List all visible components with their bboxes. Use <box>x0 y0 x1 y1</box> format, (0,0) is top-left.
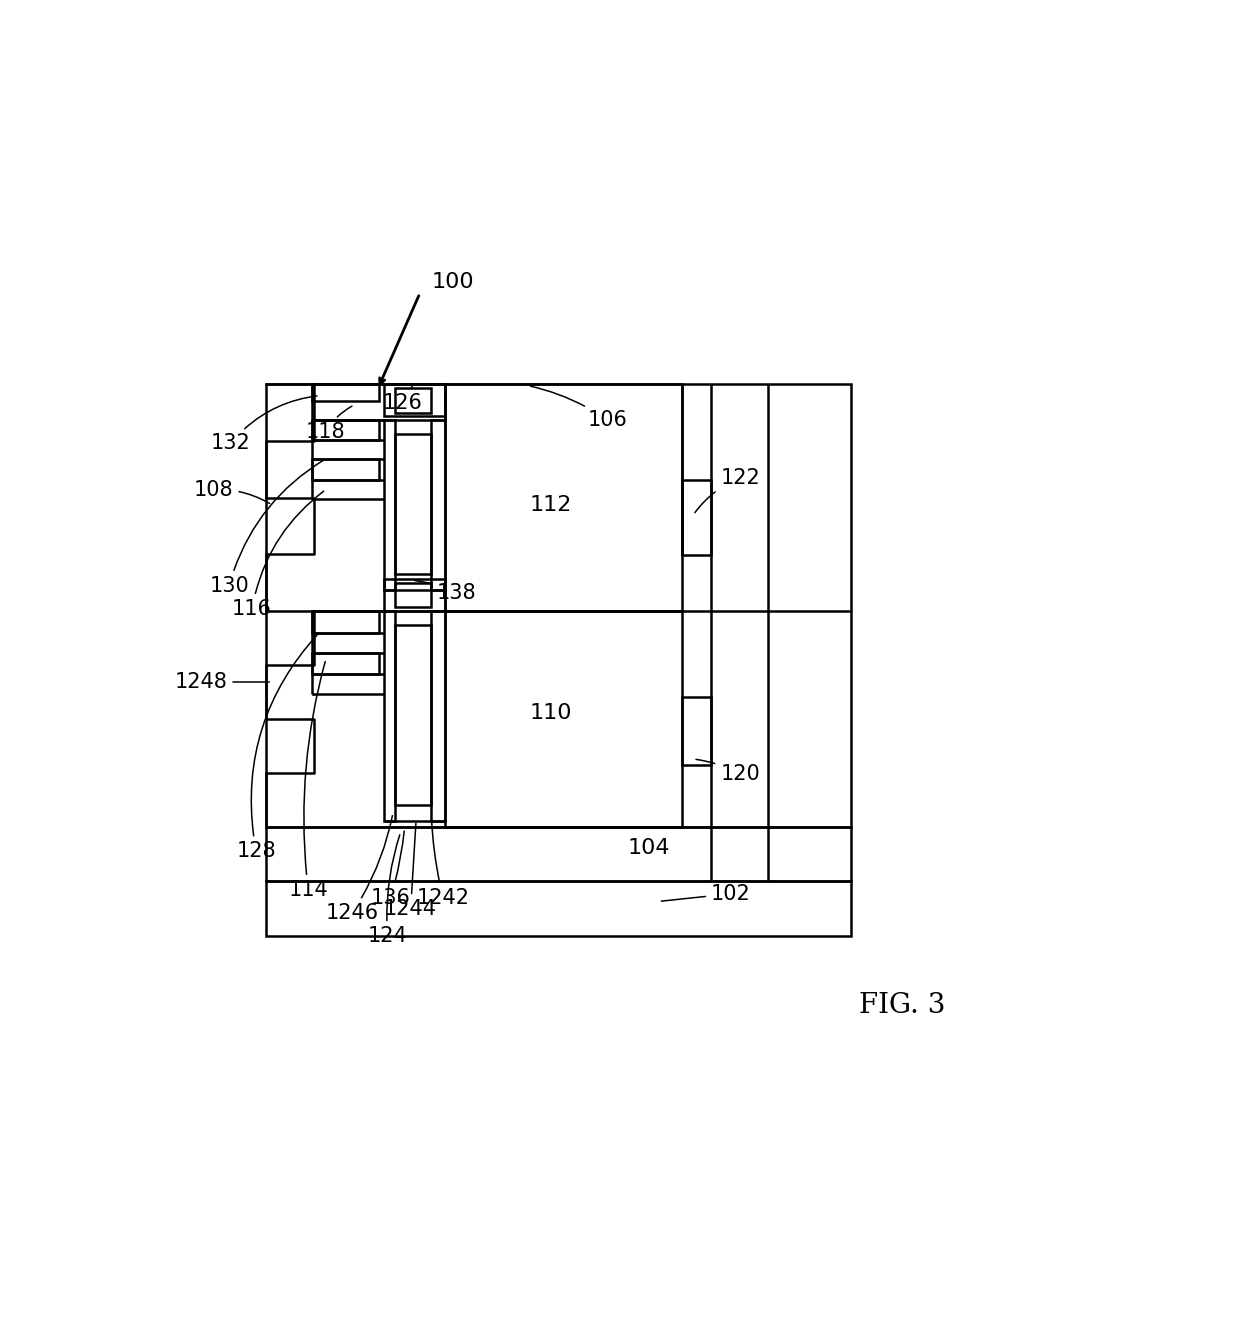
Text: 114: 114 <box>289 661 329 900</box>
Bar <box>432 420 445 590</box>
Bar <box>383 420 396 590</box>
Text: FIG. 3: FIG. 3 <box>859 991 945 1019</box>
Bar <box>312 420 379 441</box>
Text: 118: 118 <box>306 407 352 442</box>
Bar <box>312 611 379 632</box>
Text: 1242: 1242 <box>417 820 470 908</box>
Bar <box>445 611 682 826</box>
Text: 1248: 1248 <box>175 672 269 692</box>
Bar <box>312 459 379 480</box>
Text: 108: 108 <box>193 479 269 503</box>
Bar <box>265 880 851 936</box>
Bar <box>312 384 379 401</box>
Bar <box>312 653 379 675</box>
Bar <box>383 611 396 821</box>
Text: 126: 126 <box>383 385 423 413</box>
Text: 1244: 1244 <box>384 824 438 919</box>
Bar <box>396 582 432 607</box>
Text: 102: 102 <box>661 884 750 904</box>
Bar <box>265 826 851 880</box>
Bar <box>396 388 432 413</box>
Bar <box>265 384 851 826</box>
Text: 104: 104 <box>627 838 671 858</box>
Bar <box>682 697 711 766</box>
Bar <box>432 611 445 821</box>
Bar <box>396 434 432 574</box>
Text: 116: 116 <box>232 491 324 619</box>
Text: 1246: 1246 <box>326 816 392 923</box>
Bar <box>312 384 445 420</box>
Bar <box>445 384 682 611</box>
Text: 122: 122 <box>694 469 760 512</box>
Text: 130: 130 <box>210 461 324 595</box>
Text: 120: 120 <box>696 759 760 784</box>
Text: 136: 136 <box>371 832 410 908</box>
Text: 112: 112 <box>529 495 572 515</box>
Text: 132: 132 <box>211 396 317 453</box>
Bar <box>396 626 432 805</box>
Text: 128: 128 <box>237 634 317 862</box>
Bar <box>383 384 445 416</box>
Text: 100: 100 <box>432 272 474 292</box>
Text: 124: 124 <box>368 834 408 946</box>
Bar <box>383 578 445 611</box>
Bar <box>682 480 711 554</box>
Text: 106: 106 <box>531 387 627 430</box>
Text: 138: 138 <box>415 581 476 603</box>
Text: 110: 110 <box>529 702 572 723</box>
